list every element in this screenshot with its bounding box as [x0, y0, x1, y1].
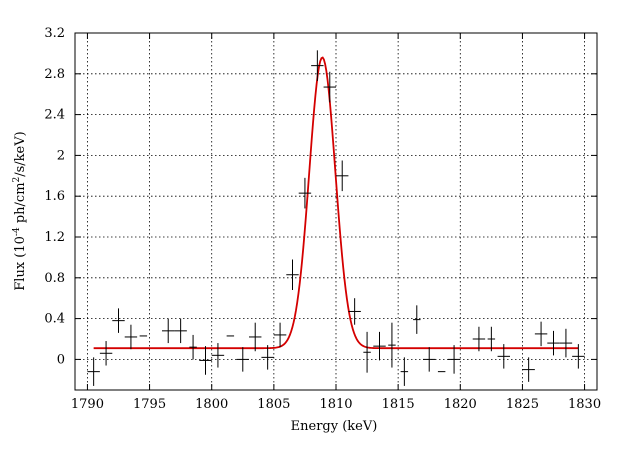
- data-point: [400, 357, 409, 386]
- x-axis-ticks: 1790 1795 1800 1805 1810 1815 1820 1825 1830: [71, 33, 601, 412]
- x-tick-label: 1795: [133, 397, 166, 412]
- x-tick-label: 1800: [195, 397, 228, 412]
- data-point: [413, 305, 421, 334]
- x-axis-title: Energy (keV): [291, 419, 378, 434]
- plot-frame: [74, 32, 598, 391]
- data-point: [487, 326, 496, 352]
- x-tick-label: 1815: [382, 397, 415, 412]
- y-tick-label: 1.6: [44, 189, 65, 204]
- x-tick-label: 1825: [506, 397, 539, 412]
- data-point: [286, 259, 299, 291]
- data-point: [199, 346, 212, 375]
- data-point: [388, 322, 396, 368]
- data-point: [124, 324, 138, 350]
- y-tick-label: 2.8: [44, 67, 65, 82]
- data-point: [336, 160, 349, 192]
- data-point: [534, 321, 548, 347]
- data-point: [189, 334, 197, 360]
- x-tick-label: 1820: [444, 397, 477, 412]
- x-tick-label: 1805: [257, 397, 290, 412]
- data-point: [298, 177, 312, 209]
- y-axis-title-part3: /s/keV): [13, 131, 28, 176]
- y-axis-title: Flux (10-4 ph/cm2/s/keV): [12, 131, 28, 290]
- data-point: [112, 308, 125, 333]
- y-axis-title-part1: Flux (10: [13, 236, 28, 291]
- y-tick-label: 2.4: [44, 108, 65, 123]
- y-axis-title-exp1: -4: [12, 227, 22, 236]
- data-point: [99, 341, 113, 366]
- y-tick-label: 0.4: [44, 312, 65, 327]
- y-axis-title-exp2: 2: [12, 177, 22, 183]
- data-point: [87, 357, 100, 386]
- x-tick-label: 1790: [71, 397, 104, 412]
- data-point: [311, 50, 324, 81]
- data-point: [273, 322, 287, 348]
- grid: [75, 32, 597, 390]
- data-point: [472, 326, 486, 352]
- data-point: [323, 71, 336, 103]
- y-axis-ticks: 0 0.4 0.8 1.2 1.6 2 2.4 2.8 3.2: [44, 26, 597, 367]
- y-tick-label: 0: [57, 352, 65, 367]
- data-point: [249, 322, 262, 352]
- data-point: [236, 347, 249, 372]
- x-tick-label: 1830: [568, 397, 601, 412]
- data-point: [497, 344, 510, 369]
- data-point: [211, 343, 225, 368]
- data-point: [559, 328, 573, 358]
- x-tick-label: 1810: [319, 397, 352, 412]
- fit-curve-group: [93, 56, 579, 350]
- data-point: [547, 330, 560, 356]
- data-point: [174, 318, 187, 344]
- data-point: [522, 357, 535, 382]
- data-point: [363, 331, 371, 373]
- data-point: [423, 347, 436, 372]
- data-point: [348, 298, 361, 325]
- data-point: [162, 318, 175, 344]
- data-point: [261, 345, 274, 370]
- y-tick-label: 0.8: [44, 271, 65, 286]
- data-point: [373, 331, 386, 361]
- y-tick-label: 1.2: [44, 230, 65, 245]
- y-tick-label: 2: [57, 148, 65, 163]
- y-axis-title-part2: ph/cm: [13, 182, 28, 227]
- data-point: [572, 344, 585, 369]
- data-points: [87, 50, 585, 386]
- fit-curve: [93, 56, 579, 350]
- data-point: [447, 345, 461, 374]
- y-tick-label: 3.2: [44, 26, 65, 41]
